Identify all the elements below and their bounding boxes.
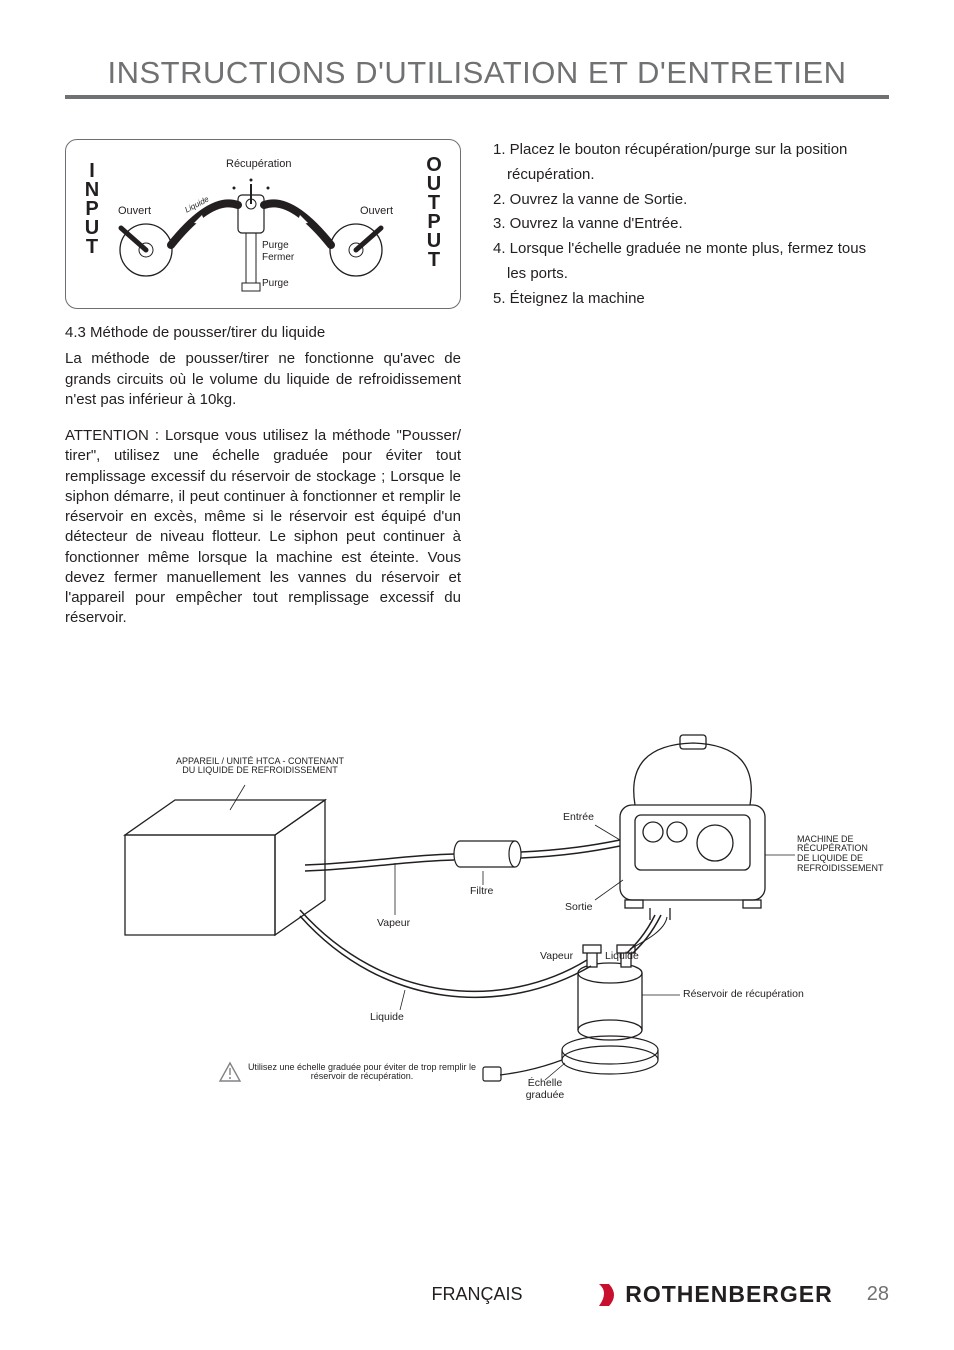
purge-label-2: Purge xyxy=(262,278,289,289)
unit-label-2: DU LIQUIDE DE REFROIDISSEMENT xyxy=(160,766,360,776)
paragraph-1: La méthode de pousser/tirer ne fonctionn… xyxy=(65,349,461,410)
unit-label: APPAREIL / UNITÉ HTCA - CONTENANT DU LIQ… xyxy=(160,757,360,777)
machine-label-4: REFROIDISSEMENT xyxy=(797,864,907,874)
liquid-label-1: Liquide xyxy=(370,1011,404,1023)
recovery-label: Récupération xyxy=(226,158,291,170)
inlet-label: Entrée xyxy=(563,811,594,823)
right-open-label: Ouvert xyxy=(360,205,393,217)
scale-label-2: graduée xyxy=(515,1089,575,1101)
close-label: Fermer xyxy=(262,252,294,263)
purge-label-1: Purge xyxy=(262,240,289,251)
section-heading: 4.3 Méthode de pousser/tirer du liquide xyxy=(65,323,461,343)
step-line: 3. Ouvrez la vanne d'Entrée. xyxy=(493,213,889,235)
step-line: 5. Éteignez la machine xyxy=(493,288,889,310)
page-footer: FRANÇAIS ROTHENBERGER 28 xyxy=(0,1281,954,1308)
footer-language: FRANÇAIS xyxy=(431,1284,522,1305)
left-open-label: Ouvert xyxy=(118,205,151,217)
logo-icon xyxy=(595,1282,621,1308)
paragraph-2: ATTENTION : Lorsque vous utilisez la mét… xyxy=(65,426,461,629)
brand-logo: ROTHENBERGER xyxy=(595,1281,833,1308)
step-line: 1. Placez le bouton récupération/purge s… xyxy=(493,139,889,161)
outlet-label: Sortie xyxy=(565,901,592,913)
left-column: INPUT OUTPUT xyxy=(65,139,461,645)
tank-label: Réservoir de récupération xyxy=(683,988,804,1000)
machine-label: MACHINE DE RÉCUPÉRATION DE LIQUIDE DE RE… xyxy=(797,835,907,875)
page-number: 28 xyxy=(867,1283,889,1306)
vapor-label-1: Vapeur xyxy=(377,917,410,929)
valve-diagram: INPUT OUTPUT xyxy=(65,139,461,309)
vapor-label-2: Vapeur xyxy=(540,950,573,962)
brand-text: ROTHENBERGER xyxy=(625,1281,833,1308)
scale-label-1: Échelle xyxy=(515,1077,575,1089)
step-line: récupération. xyxy=(493,164,889,186)
filter-label: Filtre xyxy=(470,885,493,897)
page-title: INSTRUCTIONS D'UTILISATION ET D'ENTRETIE… xyxy=(65,55,889,99)
scale-label: Échelle graduée xyxy=(515,1077,575,1101)
liquid-label-2: Liquide xyxy=(605,950,639,962)
step-line: 2. Ouvrez la vanne de Sortie. xyxy=(493,189,889,211)
step-line: 4. Lorsque l'échelle graduée ne monte pl… xyxy=(493,238,889,260)
warning-text: Utilisez une échelle graduée pour éviter… xyxy=(247,1063,477,1083)
system-diagram: APPAREIL / UNITÉ HTCA - CONTENANT DU LIQ… xyxy=(65,705,885,1105)
right-column: 1. Placez le bouton récupération/purge s… xyxy=(493,139,889,645)
step-line: les ports. xyxy=(493,263,889,285)
